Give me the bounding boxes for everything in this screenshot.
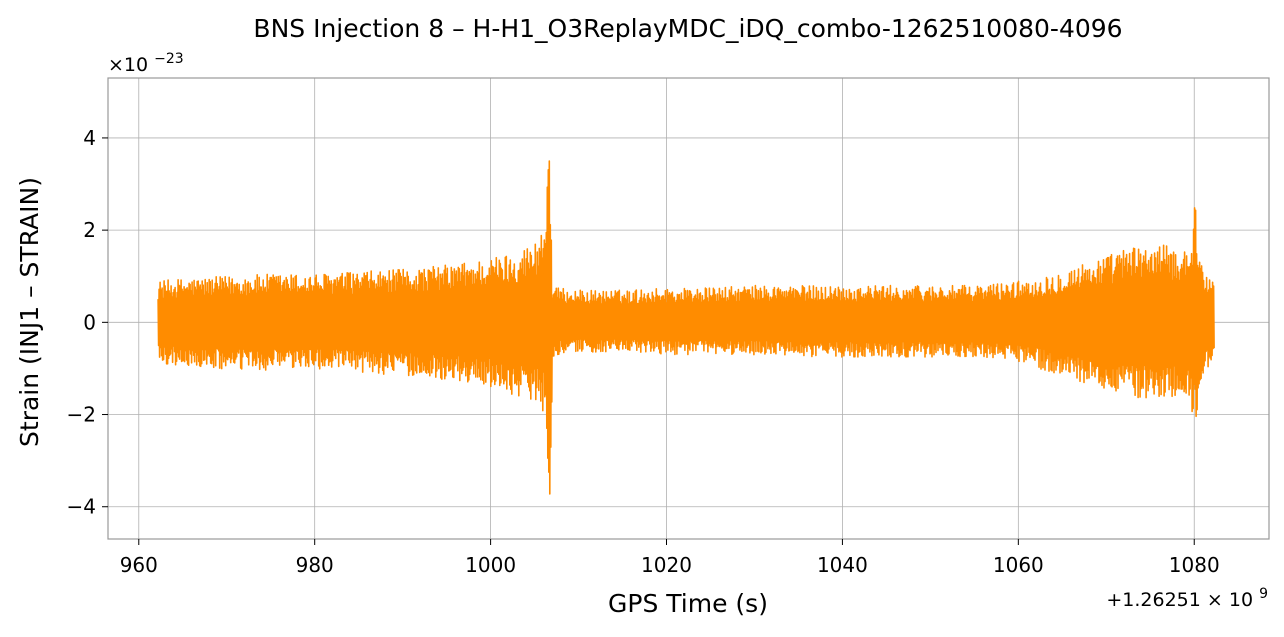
y-scale-exponent: −23 <box>154 51 184 67</box>
y-scale-base: ×10 <box>108 54 148 76</box>
y-tick-label: −4 <box>67 495 96 519</box>
x-axis-label: GPS Time (s) <box>608 589 768 618</box>
x-offset-times: × 10 <box>1207 589 1253 611</box>
y-axis-label: Strain (INJ1 – STRAIN) <box>15 177 44 447</box>
y-tick-label: −2 <box>67 403 96 427</box>
x-axis-offset: +1.26251 × 10 9 <box>1106 586 1268 611</box>
x-offset-exponent: 9 <box>1259 586 1268 602</box>
y-tick-label: 0 <box>83 310 96 334</box>
y-scale-offset: ×10 −23 <box>108 51 184 76</box>
x-tick-label: 1000 <box>465 553 516 577</box>
x-tick-label: 960 <box>120 553 158 577</box>
data-layer <box>157 160 1215 495</box>
plot-frame <box>107 77 1270 540</box>
tick-layer: 960 980 1000 1020 1040 1060 1080 −4 −2 0 2 4 <box>67 126 1220 577</box>
x-tick-label: 1040 <box>817 553 868 577</box>
strain-series-core <box>158 227 1214 418</box>
x-tick-label: 1020 <box>641 553 692 577</box>
chart-title: BNS Injection 8 – H-H1_O3ReplayMDC_iDQ_c… <box>253 14 1122 43</box>
x-tick-label: 980 <box>296 553 334 577</box>
y-tick-label: 4 <box>83 126 96 150</box>
y-tick-label: 2 <box>83 218 96 242</box>
x-tick-label: 1080 <box>1169 553 1220 577</box>
x-offset-base: +1.26251 <box>1106 589 1201 611</box>
x-tick-label: 1060 <box>993 553 1044 577</box>
